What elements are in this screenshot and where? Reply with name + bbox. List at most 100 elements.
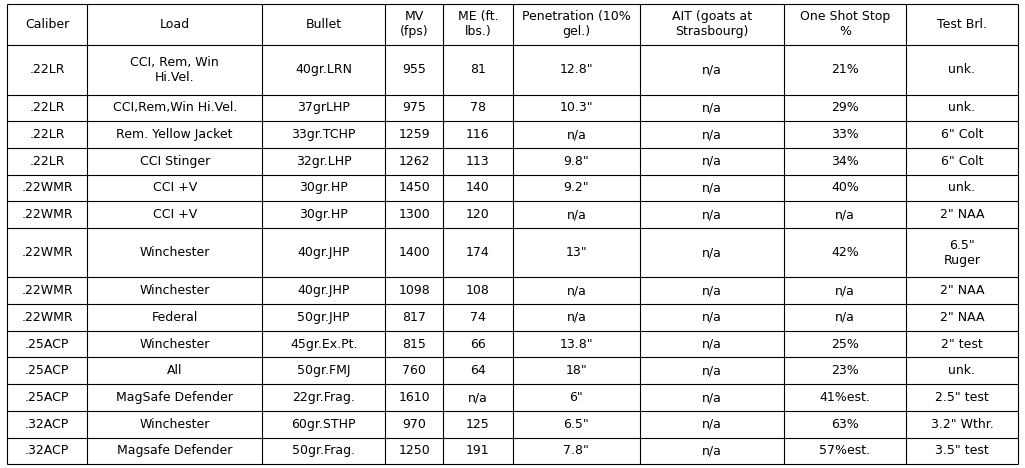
Text: 1262: 1262 (399, 155, 429, 168)
Text: One Shot Stop
%: One Shot Stop % (800, 10, 890, 38)
Text: 34%: 34% (831, 155, 859, 168)
Text: CCI, Rem, Win
Hi.Vel.: CCI, Rem, Win Hi.Vel. (130, 56, 219, 84)
Text: n/a: n/a (702, 445, 722, 457)
Text: 40gr.LRN: 40gr.LRN (295, 63, 353, 76)
Text: 9.8": 9.8" (564, 155, 589, 168)
Text: Rem. Yellow Jacket: Rem. Yellow Jacket (117, 128, 233, 141)
Text: 13.8": 13.8" (560, 337, 593, 351)
Text: 125: 125 (466, 418, 490, 431)
Text: 50gr.Frag.: 50gr.Frag. (292, 445, 356, 457)
Text: 1610: 1610 (399, 391, 429, 404)
Text: CCI,Rem,Win Hi.Vel.: CCI,Rem,Win Hi.Vel. (113, 102, 237, 114)
Text: unk.: unk. (948, 182, 976, 194)
Text: n/a: n/a (567, 284, 586, 297)
Text: All: All (167, 364, 182, 377)
Text: 12.8": 12.8" (560, 63, 593, 76)
Text: 32gr.LHP: 32gr.LHP (296, 155, 352, 168)
Text: Winchester: Winchester (139, 418, 210, 431)
Text: Test Brl.: Test Brl. (937, 18, 987, 31)
Text: n/a: n/a (702, 391, 722, 404)
Text: ME (ft.
lbs.): ME (ft. lbs.) (457, 10, 498, 38)
Text: 3.5" test: 3.5" test (935, 445, 989, 457)
Text: CCI Stinger: CCI Stinger (139, 155, 210, 168)
Text: 970: 970 (402, 418, 426, 431)
Text: .25ACP: .25ACP (25, 364, 70, 377)
Text: n/a: n/a (835, 284, 855, 297)
Text: 1400: 1400 (399, 246, 429, 259)
Text: 40%: 40% (831, 182, 859, 194)
Text: 30gr.HP: 30gr.HP (299, 182, 348, 194)
Text: 37grLHP: 37grLHP (297, 102, 351, 114)
Text: 21%: 21% (831, 63, 859, 76)
Text: 2.5" test: 2.5" test (935, 391, 989, 404)
Text: .25ACP: .25ACP (25, 337, 70, 351)
Text: .22WMR: .22WMR (22, 246, 73, 259)
Text: 66: 66 (470, 337, 486, 351)
Text: .22LR: .22LR (30, 102, 65, 114)
Text: MagSafe Defender: MagSafe Defender (116, 391, 233, 404)
Text: Winchester: Winchester (139, 337, 210, 351)
Text: 78: 78 (469, 102, 486, 114)
Text: Bullet: Bullet (305, 18, 341, 31)
Text: n/a: n/a (567, 128, 586, 141)
Text: 29%: 29% (831, 102, 859, 114)
Text: 955: 955 (402, 63, 426, 76)
Text: n/a: n/a (702, 102, 722, 114)
Text: 1098: 1098 (399, 284, 429, 297)
Text: AIT (goats at
Strasbourg): AIT (goats at Strasbourg) (672, 10, 752, 38)
Text: Penetration (10%
gel.): Penetration (10% gel.) (522, 10, 630, 38)
Text: 6" Colt: 6" Colt (941, 128, 983, 141)
Text: 113: 113 (466, 155, 490, 168)
Text: Load: Load (160, 18, 190, 31)
Text: 45gr.Ex.Pt.: 45gr.Ex.Pt. (290, 337, 358, 351)
Text: 6" Colt: 6" Colt (941, 155, 983, 168)
Text: n/a: n/a (702, 311, 722, 324)
Text: 42%: 42% (831, 246, 859, 259)
Text: 41%est.: 41%est. (820, 391, 870, 404)
Text: .22LR: .22LR (30, 128, 65, 141)
Text: 975: 975 (402, 102, 426, 114)
Text: 30gr.HP: 30gr.HP (299, 208, 348, 221)
Text: 60gr.STHP: 60gr.STHP (291, 418, 356, 431)
Text: n/a: n/a (702, 337, 722, 351)
Text: 81: 81 (470, 63, 486, 76)
Text: 50gr.FMJ: 50gr.FMJ (297, 364, 351, 377)
Text: .22WMR: .22WMR (22, 284, 73, 297)
Text: 6.5": 6.5" (564, 418, 589, 431)
Text: Winchester: Winchester (139, 284, 210, 297)
Text: 1250: 1250 (399, 445, 429, 457)
Text: n/a: n/a (567, 311, 586, 324)
Text: Winchester: Winchester (139, 246, 210, 259)
Text: 2" NAA: 2" NAA (940, 311, 984, 324)
Text: 108: 108 (466, 284, 490, 297)
Text: n/a: n/a (702, 155, 722, 168)
Text: 1300: 1300 (399, 208, 429, 221)
Text: 23%: 23% (831, 364, 859, 377)
Text: 74: 74 (470, 311, 486, 324)
Text: 7.8": 7.8" (564, 445, 589, 457)
Text: 33%: 33% (831, 128, 859, 141)
Text: .22WMR: .22WMR (22, 182, 73, 194)
Text: unk.: unk. (948, 364, 976, 377)
Text: 2" NAA: 2" NAA (940, 208, 984, 221)
Text: 3.2" Wthr.: 3.2" Wthr. (931, 418, 993, 431)
Text: .22LR: .22LR (30, 155, 65, 168)
Text: CCI +V: CCI +V (153, 182, 197, 194)
Text: Federal: Federal (152, 311, 198, 324)
Text: Magsafe Defender: Magsafe Defender (117, 445, 233, 457)
Text: n/a: n/a (567, 208, 586, 221)
Text: unk.: unk. (948, 63, 976, 76)
Text: 25%: 25% (831, 337, 859, 351)
Text: n/a: n/a (702, 364, 722, 377)
Text: unk.: unk. (948, 102, 976, 114)
Text: n/a: n/a (468, 391, 488, 404)
Text: 13": 13" (566, 246, 587, 259)
Text: 174: 174 (466, 246, 490, 259)
Text: 33gr.TCHP: 33gr.TCHP (291, 128, 356, 141)
Text: 40gr.JHP: 40gr.JHP (297, 246, 350, 259)
Text: 140: 140 (466, 182, 490, 194)
Text: .32ACP: .32ACP (25, 445, 70, 457)
Text: 63%: 63% (831, 418, 859, 431)
Text: 6": 6" (570, 391, 583, 404)
Text: n/a: n/a (702, 284, 722, 297)
